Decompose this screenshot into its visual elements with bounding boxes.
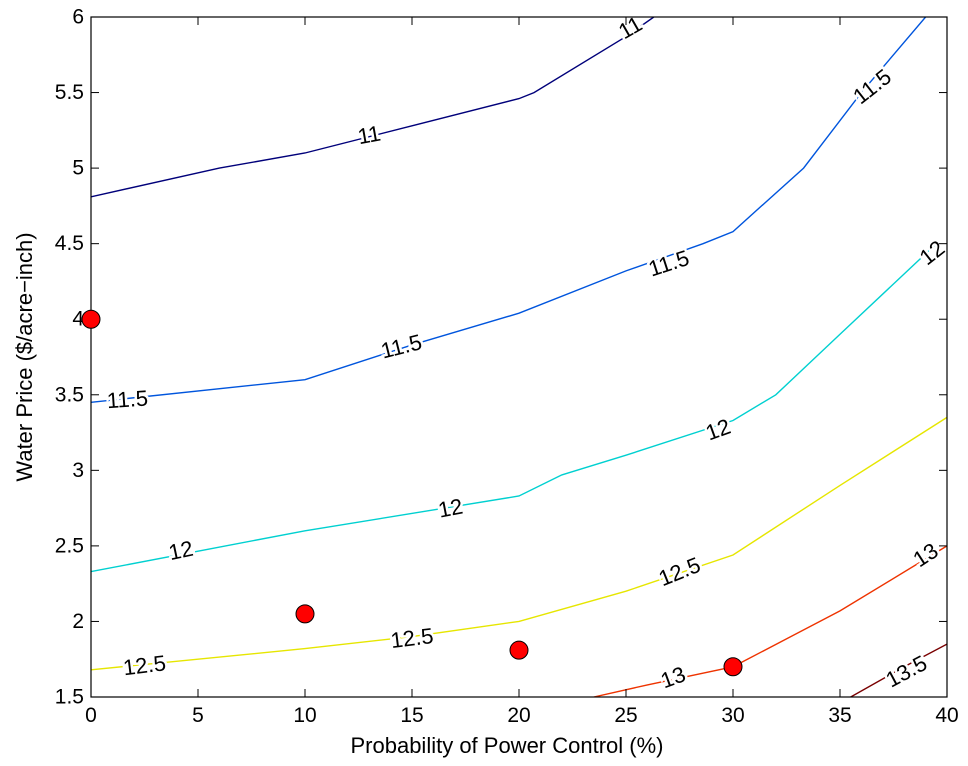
x-tick-label: 5: [192, 704, 204, 727]
contour-label: 11: [356, 121, 383, 150]
data-marker: [723, 657, 743, 677]
contour-label: 11: [614, 11, 646, 44]
contour-label: 11.5: [106, 385, 149, 413]
data-marker: [81, 309, 101, 329]
x-tick-label: 40: [935, 704, 958, 727]
data-marker: [295, 604, 315, 624]
x-tick-label: 35: [828, 704, 851, 727]
contour-line: [91, 17, 927, 403]
contour-line: [91, 17, 655, 198]
x-tick-label: 15: [400, 704, 423, 727]
contour-lines: [91, 17, 947, 697]
contour-label: 12: [166, 536, 195, 566]
contour-line: [91, 416, 947, 671]
y-tick-label: 2: [72, 610, 84, 633]
x-tick-label: 10: [293, 704, 316, 727]
contour-label: 11.5: [848, 64, 896, 109]
contour-label: 12.5: [122, 650, 168, 680]
ticks: 0 5 10 15 20 25 30 35 40 1.5 2 2.5 3 3.5 4 4.5 5 5.5 6: [55, 6, 959, 728]
contour-line: [850, 643, 947, 697]
y-tick-label: 3: [72, 459, 84, 482]
contour-label: 12: [915, 235, 950, 270]
x-tick-label: 0: [85, 704, 97, 727]
markers: [81, 309, 743, 677]
contour-label: 12: [702, 414, 734, 446]
y-tick-label: 6: [72, 6, 84, 29]
x-tick-label: 25: [614, 704, 637, 727]
x-tick-label: 20: [507, 704, 530, 727]
y-tick-label: 1.5: [55, 686, 84, 709]
y-axis-title: Water Price ($/acre−inch): [12, 232, 37, 481]
contour-label: 13: [657, 661, 689, 693]
y-tick-label: 4: [72, 308, 84, 331]
contour-labels: 11 11 11.5 11.5 11.5 11.5 12 12 12 12 12.5 12.5 12.5…: [103, 9, 951, 696]
contour-line: [91, 243, 937, 573]
contour-label: 11.5: [378, 329, 424, 363]
x-tick-label: 30: [721, 704, 744, 727]
contour-label: 12.5: [389, 623, 435, 653]
contour-label: 11.5: [645, 245, 692, 282]
y-tick-label: 5.5: [55, 81, 84, 104]
contour-label: 12.5: [655, 552, 704, 591]
y-tick-label: 3.5: [55, 383, 84, 406]
y-tick-label: 4.5: [55, 232, 84, 255]
y-tick-label: 2.5: [55, 534, 84, 557]
x-axis-title: Probability of Power Control (%): [350, 733, 663, 758]
y-tick-label: 5: [72, 157, 84, 180]
contour-label: 12: [436, 494, 465, 523]
plot-frame: [90, 16, 948, 698]
data-marker: [509, 640, 529, 660]
